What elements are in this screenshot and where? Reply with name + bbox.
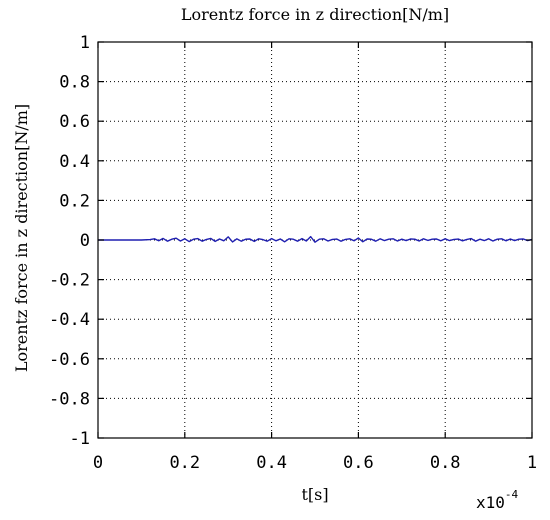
x-tick-label: 1	[527, 453, 537, 473]
x-exponent-base: x10	[476, 493, 505, 512]
y-tick-label: -1	[70, 429, 90, 449]
chart-title: Lorentz force in z direction[N/m]	[181, 5, 449, 24]
x-tick-label: 0.2	[169, 453, 200, 473]
x-tick-label: 0.8	[430, 453, 461, 473]
x-tick-labels: 0 0.2 0.4 0.6 0.8 1	[93, 453, 537, 473]
x-tick-label: 0.6	[343, 453, 374, 473]
x-axis-exponent: x10-4	[476, 488, 519, 512]
y-tick-label: 1	[80, 33, 90, 53]
x-axis-label: t[s]	[301, 485, 328, 504]
y-tick-label: 0.6	[59, 112, 90, 132]
x-tick-label: 0.4	[256, 453, 287, 473]
series-group	[98, 235, 533, 243]
y-tick-label: 0.2	[59, 191, 90, 211]
x-tick-label: 0	[93, 453, 103, 473]
y-tick-label: 0.4	[59, 152, 90, 172]
y-tick-labels: -1 -0.8 -0.6 -0.4 -0.2 0 0.2 0.4 0.6 0.8 1	[49, 33, 90, 449]
y-tick-label: -0.4	[49, 310, 90, 330]
y-tick-label: 0	[80, 231, 90, 251]
grid-lines	[98, 42, 532, 438]
tick-marks	[97, 41, 533, 439]
series-line	[98, 235, 533, 243]
y-tick-label: 0.8	[59, 73, 90, 93]
y-tick-label: -0.8	[49, 389, 90, 409]
x-exponent-power: -4	[505, 488, 519, 501]
y-tick-label: -0.2	[49, 271, 90, 291]
y-tick-label: -0.6	[49, 350, 90, 370]
y-axis-label: Lorentz force in z direction[N/m]	[12, 104, 31, 372]
